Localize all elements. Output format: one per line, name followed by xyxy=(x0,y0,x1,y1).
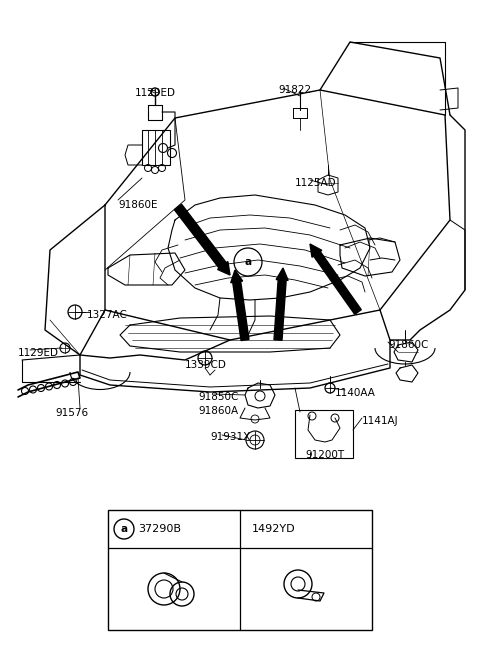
FancyArrow shape xyxy=(274,268,288,341)
Text: 91822: 91822 xyxy=(278,85,311,95)
Text: 1129ED: 1129ED xyxy=(18,348,59,358)
Text: 1125AD: 1125AD xyxy=(295,178,336,188)
Text: 1492YD: 1492YD xyxy=(252,524,296,534)
Text: 91576: 91576 xyxy=(55,408,88,418)
Text: 91860C: 91860C xyxy=(388,340,428,350)
Text: 91931X: 91931X xyxy=(210,432,250,442)
Text: 91850C: 91850C xyxy=(198,392,239,402)
Bar xyxy=(108,510,372,630)
FancyArrow shape xyxy=(174,204,230,275)
Text: 1327AC: 1327AC xyxy=(87,310,128,320)
Text: 1339CD: 1339CD xyxy=(185,360,227,370)
FancyArrow shape xyxy=(310,244,361,314)
FancyArrow shape xyxy=(231,270,249,341)
Bar xyxy=(295,410,353,458)
Text: 91860A: 91860A xyxy=(198,406,238,416)
Text: 1129ED: 1129ED xyxy=(135,88,176,98)
Bar xyxy=(142,130,170,165)
Text: a: a xyxy=(120,524,128,534)
Text: 91200T: 91200T xyxy=(305,450,344,460)
Text: 1140AA: 1140AA xyxy=(335,388,376,398)
Text: a: a xyxy=(244,257,252,267)
Text: 91860E: 91860E xyxy=(118,200,157,210)
Text: 37290B: 37290B xyxy=(138,524,181,534)
Text: 1141AJ: 1141AJ xyxy=(362,416,398,426)
